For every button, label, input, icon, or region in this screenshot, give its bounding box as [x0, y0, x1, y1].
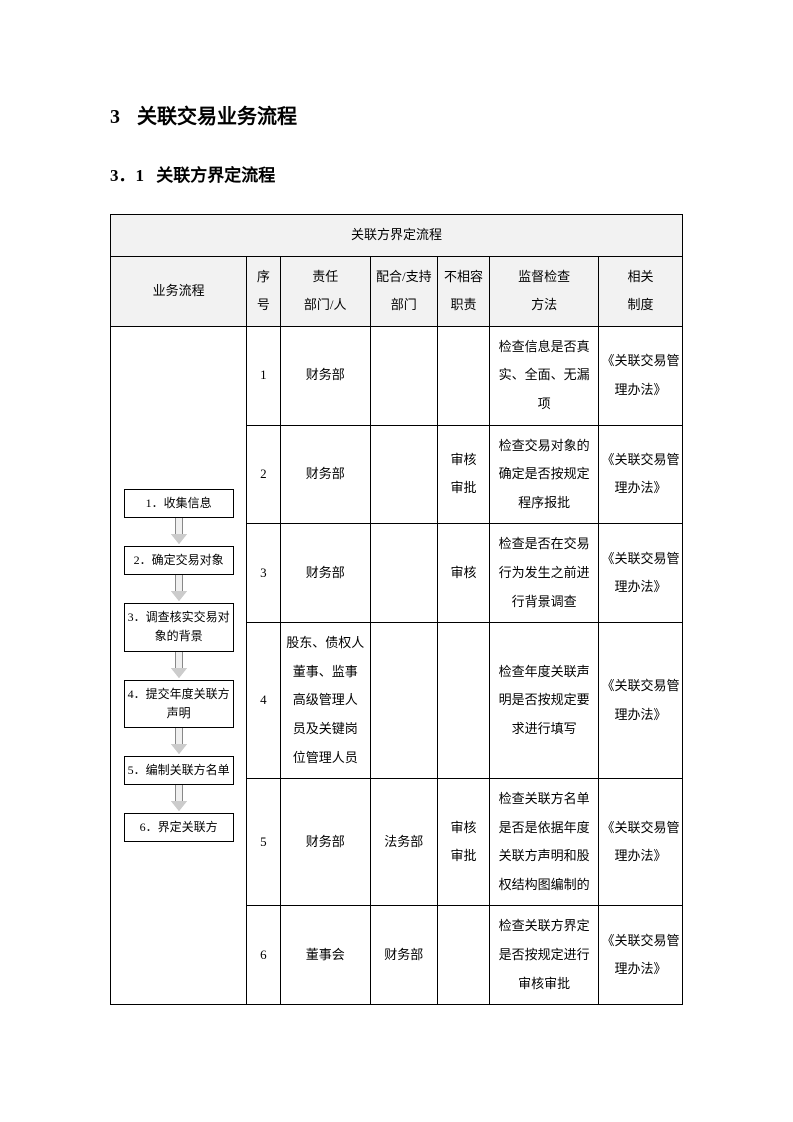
cell-dup: [437, 326, 489, 425]
table-row: 1．收集信息2．确定交易对象3．调查核实交易对象的背景4．提交年度关联方声明5．…: [111, 326, 683, 425]
arrow-down-icon: [172, 728, 186, 756]
col-supp: 配合/支持部门: [370, 256, 437, 326]
flow-step: 6．界定关联方: [124, 813, 234, 842]
subsection-title: 关联方界定流程: [156, 166, 275, 185]
flow-step: 2．确定交易对象: [124, 546, 234, 575]
cell-supp: [370, 524, 437, 623]
flow-step: 1．收集信息: [124, 489, 234, 518]
section-number: 3: [110, 106, 120, 128]
cell-reg: 《关联交易管理办法》: [599, 779, 683, 906]
cell-seq: 6: [247, 906, 281, 1005]
cell-chk: 检查信息是否真实、全面、无漏项: [490, 326, 599, 425]
cell-reg: 《关联交易管理办法》: [599, 326, 683, 425]
process-table: 关联方界定流程 业务流程 序号 责任部门/人 配合/支持部门 不相容职责 监督检…: [110, 214, 683, 1005]
cell-supp: 财务部: [370, 906, 437, 1005]
cell-dup: 审核: [437, 524, 489, 623]
cell-dept: 董事会: [280, 906, 370, 1005]
arrow-down-icon: [172, 518, 186, 546]
cell-supp: [370, 326, 437, 425]
col-dup: 不相容职责: [437, 256, 489, 326]
cell-reg: 《关联交易管理办法》: [599, 425, 683, 524]
cell-chk: 检查交易对象的确定是否按规定程序报批: [490, 425, 599, 524]
cell-chk: 检查是否在交易行为发生之前进行背景调查: [490, 524, 599, 623]
col-flow: 业务流程: [111, 256, 247, 326]
cell-seq: 5: [247, 779, 281, 906]
col-dept: 责任部门/人: [280, 256, 370, 326]
cell-seq: 3: [247, 524, 281, 623]
col-reg: 相关制度: [599, 256, 683, 326]
cell-chk: 检查关联方名单是否是依据年度关联方声明和股权结构图编制的: [490, 779, 599, 906]
cell-seq: 4: [247, 623, 281, 779]
cell-reg: 《关联交易管理办法》: [599, 906, 683, 1005]
cell-supp: [370, 425, 437, 524]
cell-chk: 检查年度关联声明是否按规定要求进行填写: [490, 623, 599, 779]
cell-seq: 2: [247, 425, 281, 524]
col-chk: 监督检查方法: [490, 256, 599, 326]
flowchart-cell: 1．收集信息 2．确定交易对象 3．调查核实交易对象的背景 4．提交年度关联方声明 5．…: [111, 326, 247, 1004]
cell-dept: 股东、债权人董事、监事高级管理人员及关键岗位管理人员: [280, 623, 370, 779]
cell-supp: 法务部: [370, 779, 437, 906]
cell-dup: 审核审批: [437, 779, 489, 906]
section-heading: 3 关联交易业务流程: [110, 100, 683, 129]
cell-dup: 审核审批: [437, 425, 489, 524]
table-title: 关联方界定流程: [111, 215, 683, 257]
arrow-down-icon: [172, 652, 186, 680]
cell-seq: 1: [247, 326, 281, 425]
flow-step: 5．编制关联方名单: [124, 756, 234, 785]
arrow-down-icon: [172, 785, 186, 813]
section-title: 关联交易业务流程: [137, 106, 297, 128]
arrow-down-icon: [172, 575, 186, 603]
col-seq: 序号: [247, 256, 281, 326]
subsection-heading: 3．1 关联方界定流程: [110, 161, 683, 186]
cell-chk: 检查关联方界定是否按规定进行审核审批: [490, 906, 599, 1005]
cell-reg: 《关联交易管理办法》: [599, 623, 683, 779]
cell-dup: [437, 623, 489, 779]
cell-reg: 《关联交易管理办法》: [599, 524, 683, 623]
cell-dept: 财务部: [280, 326, 370, 425]
flow-step: 3．调查核实交易对象的背景: [124, 603, 234, 651]
cell-dup: [437, 906, 489, 1005]
cell-dept: 财务部: [280, 425, 370, 524]
flow-step: 4．提交年度关联方声明: [124, 680, 234, 728]
cell-dept: 财务部: [280, 524, 370, 623]
cell-supp: [370, 623, 437, 779]
cell-dept: 财务部: [280, 779, 370, 906]
subsection-number: 3．1: [110, 166, 144, 185]
